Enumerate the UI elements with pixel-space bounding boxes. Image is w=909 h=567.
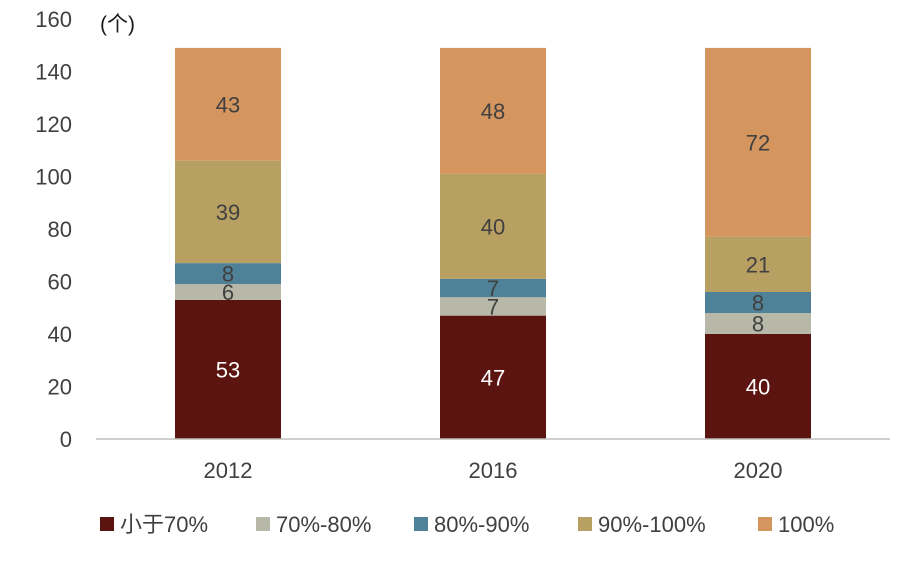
- data-label: 8: [222, 262, 234, 287]
- bar-segment: [440, 315, 546, 439]
- bar-segment: [175, 263, 281, 285]
- legend-label: 90%-100%: [598, 512, 706, 537]
- bar-segment: [705, 236, 811, 292]
- legend-swatch: [100, 517, 114, 531]
- data-label: 21: [746, 252, 770, 277]
- x-axis: 2012 2016 2020: [96, 438, 890, 483]
- bar-segment: [440, 297, 546, 316]
- legend-swatch: [414, 517, 428, 531]
- y-unit-label: (个): [100, 13, 135, 36]
- x-tick-label: 2016: [469, 458, 518, 483]
- bar-segment: [705, 292, 811, 313]
- legend-label: 80%-90%: [434, 512, 529, 537]
- y-tick-label: 0: [60, 427, 72, 452]
- y-tick-label: 100: [35, 165, 72, 190]
- data-label: 40: [746, 375, 770, 400]
- x-tick-label: 2020: [734, 458, 783, 483]
- data-label: 43: [216, 92, 240, 117]
- data-label: 6: [222, 280, 234, 305]
- data-label: 40: [481, 214, 505, 239]
- bar-segment: [175, 47, 281, 161]
- y-tick-label: 120: [35, 112, 72, 137]
- y-axis: 0 20 40 60 80 100 120 140 160: [35, 7, 72, 452]
- data-label: 8: [752, 291, 764, 316]
- data-label: 8: [752, 312, 764, 337]
- bar-segment: [440, 278, 546, 298]
- legend-label: 小于70%: [120, 512, 208, 537]
- x-tick-label: 2012: [204, 458, 253, 483]
- legend: 小于70% 70%-80% 80%-90% 90%-100% 100%: [100, 512, 834, 537]
- y-tick-label: 40: [48, 322, 72, 347]
- y-tick-label: 20: [48, 375, 72, 400]
- data-label: 48: [481, 99, 505, 124]
- bar-segment: [175, 284, 281, 300]
- data-label: 7: [487, 276, 499, 301]
- bar-segment: [175, 299, 281, 439]
- legend-swatch: [578, 517, 592, 531]
- bar-segment: [440, 47, 546, 174]
- bar-segment: [175, 160, 281, 264]
- y-tick-label: 160: [35, 7, 72, 32]
- data-label: 72: [746, 130, 770, 155]
- bar-segment: [705, 334, 811, 439]
- legend-label: 100%: [778, 512, 834, 537]
- legend-label: 70%-80%: [276, 512, 371, 537]
- y-tick-label: 80: [48, 217, 72, 242]
- legend-swatch: [256, 517, 270, 531]
- data-label: 47: [481, 365, 505, 390]
- data-label: 39: [216, 200, 240, 225]
- y-tick-label: 140: [35, 60, 72, 85]
- data-label: 53: [216, 357, 240, 382]
- bar-segment: [705, 47, 811, 237]
- bar-segment: [440, 173, 546, 279]
- data-label: 7: [487, 294, 499, 319]
- bar-segment: [705, 313, 811, 334]
- legend-swatch: [758, 517, 772, 531]
- y-tick-label: 60: [48, 270, 72, 295]
